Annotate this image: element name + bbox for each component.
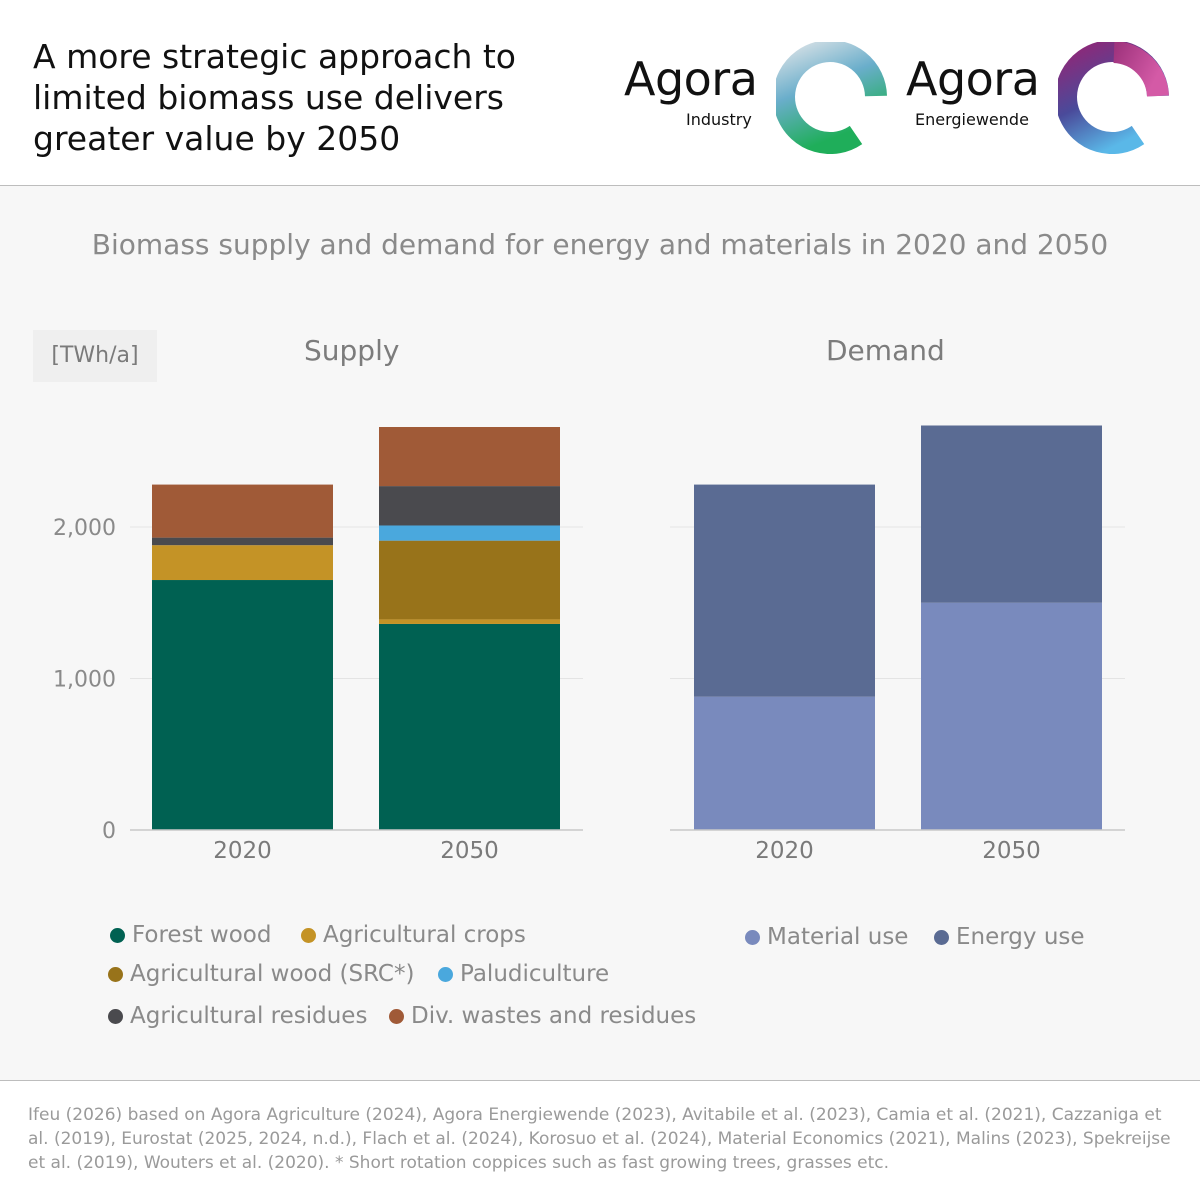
unit-label: [TWh/a]: [33, 330, 157, 382]
legend-dot-agricultural-residues: [108, 1008, 123, 1024]
agora-industry-logo: Agora Industry: [624, 42, 894, 154]
legend-agricultural-wood: Agricultural wood (SRC*): [108, 961, 414, 987]
supply-bar-2050-div-wastes-and-residues: [379, 427, 560, 487]
legend-label-material-use: Material use: [767, 924, 909, 950]
supply-bar-2050-paludiculture: [379, 525, 560, 541]
supply-bar-2050-agricultural-crops: [379, 619, 560, 624]
legend-agricultural-residues: Agricultural residues: [108, 1003, 367, 1029]
supply-xtick-label: 2020: [213, 838, 272, 864]
demand-xtick-label: 2020: [755, 838, 814, 864]
supply-bar-2020-agricultural-crops: [152, 545, 333, 581]
demand-bar-2050-material-use: [921, 602, 1102, 830]
supply-bar-2020-agricultural-residues: [152, 537, 333, 546]
biomass-chart: 2020 2050 0 1,000 2,000 2020 2050: [53, 425, 1125, 864]
logo-industry-sub: Industry: [686, 110, 752, 129]
legend-label-agricultural-crops: Agricultural crops: [323, 922, 526, 948]
legend-label-agricultural-residues: Agricultural residues: [130, 1003, 368, 1029]
footer: Ifeu (2026) based on Agora Agriculture (…: [0, 1080, 1200, 1200]
supply-bar-2050-agricultural-residues: [379, 486, 560, 526]
logo-energiewende-word: Agora: [906, 52, 1040, 106]
legend-dot-paludiculture: [438, 966, 453, 982]
demand-bar-2020-energy-use: [694, 484, 875, 697]
demand-bar-2050-energy-use: [921, 425, 1102, 603]
legend-label-energy-use: Energy use: [956, 924, 1085, 950]
header: A more strategic approach to limited bio…: [0, 0, 1200, 186]
legend-dot-energy-use: [934, 929, 949, 945]
legend-forest-wood: Forest wood: [110, 922, 271, 948]
ytick-label: 2,000: [53, 516, 116, 541]
legend-dot-agricultural-crops: [301, 927, 316, 943]
logo-industry-word: Agora: [624, 52, 758, 106]
legend-label-forest-wood: Forest wood: [132, 922, 272, 948]
legend-energy-use: Energy use: [934, 924, 1085, 950]
agora-industry-ring-icon: [776, 42, 887, 154]
legend-dot-forest-wood: [110, 927, 125, 943]
page-title: A more strategic approach to limited bio…: [33, 37, 516, 158]
legend-dot-material-use: [745, 929, 760, 945]
logo-energiewende-sub: Energiewende: [915, 110, 1029, 129]
chart-subtitle: Biomass supply and demand for energy and…: [91, 228, 1109, 261]
legend-paludiculture: Paludiculture: [438, 961, 609, 987]
legend-label-paludiculture: Paludiculture: [460, 961, 610, 987]
demand-bar-2020-material-use: [694, 696, 875, 830]
demand-panel-title: Demand: [826, 334, 945, 367]
source-note: Ifeu (2026) based on Agora Agriculture (…: [28, 1105, 1171, 1173]
legend-agricultural-crops: Agricultural crops: [301, 922, 526, 948]
legend-dot-div-wastes: [389, 1008, 404, 1024]
supply-panel-title: Supply: [304, 334, 400, 367]
agora-energiewende-ring-icon: [1058, 42, 1169, 154]
ytick-label: 0: [102, 819, 116, 844]
supply-bar-2020-forest-wood: [152, 580, 333, 830]
legend-label-div-wastes: Div. wastes and residues: [411, 1003, 697, 1029]
legend-dot-agricultural-wood: [108, 966, 123, 982]
supply-bar-2050-agricultural-wood-src-: [379, 540, 560, 620]
demand-xtick-label: 2050: [982, 838, 1041, 864]
supply-xtick-label: 2050: [440, 838, 499, 864]
legend-material-use: Material use: [745, 924, 908, 950]
legend-div-wastes: Div. wastes and residues: [389, 1003, 696, 1029]
agora-energiewende-logo: Agora Energiewende: [906, 42, 1176, 154]
ytick-label: 1,000: [53, 668, 116, 693]
supply-bar-2050-forest-wood: [379, 623, 560, 830]
supply-bar-2020-div-wastes-and-residues: [152, 484, 333, 538]
legend-label-agricultural-wood: Agricultural wood (SRC*): [130, 961, 415, 987]
